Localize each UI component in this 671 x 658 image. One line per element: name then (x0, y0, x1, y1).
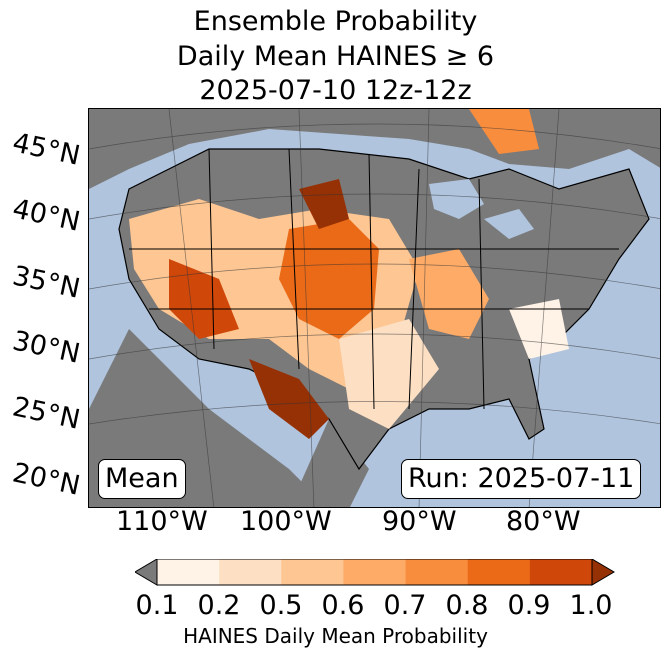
colorbar-tick-3: 0.6 (321, 590, 365, 621)
prob-area-canada (469, 109, 539, 154)
title-line-1: Ensemble Probability (193, 6, 478, 37)
map-canvas (89, 109, 660, 507)
colorbar-tick-0: 0.1 (135, 590, 179, 621)
colorbar-segment (281, 559, 344, 585)
colorbar-over-arrow (591, 559, 615, 586)
colorbar-tick-5: 0.8 (445, 590, 489, 621)
prob-area-southwest (249, 359, 329, 439)
colorbar-segment (343, 559, 407, 585)
great-lakes (429, 179, 484, 219)
lon-label-90: 90°W (382, 506, 457, 537)
state-borders (129, 148, 619, 410)
colorbar-segments (157, 559, 593, 585)
colorbar-frame (156, 559, 593, 586)
colorbar-tick-1: 0.2 (197, 590, 241, 621)
title-line-3: 2025-07-10 12z-12z (199, 75, 472, 106)
prob-area-great-basin (169, 259, 239, 339)
lat-label-25: 25°N (9, 391, 83, 436)
colorbar-segment (219, 559, 282, 585)
lon-label-100: 100°W (240, 506, 332, 537)
lat-label-35: 35°N (9, 260, 83, 305)
mexico-east-landmass (289, 419, 369, 507)
colorbar-segment (529, 559, 593, 585)
colorbar (135, 559, 615, 586)
lon-label-110: 110°W (116, 506, 208, 537)
lat-label-45: 45°N (9, 127, 83, 172)
prob-area-midwest (409, 249, 489, 339)
lat-label-40: 40°N (9, 193, 83, 238)
colorbar-tick-7: 1.0 (569, 590, 613, 621)
colorbar-tick-2: 0.5 (259, 590, 303, 621)
colorbar-under-arrow (135, 559, 158, 586)
mean-label-box: Mean (98, 459, 186, 499)
colorbar-segment (157, 559, 220, 585)
colorbar-tick-6: 0.9 (507, 590, 551, 621)
map-panel (88, 108, 661, 508)
lat-label-20: 20°N (9, 457, 83, 502)
lon-label-80: 80°W (506, 506, 581, 537)
colorbar-segment (405, 559, 469, 585)
run-label-box: Run: 2025-07-11 (401, 459, 642, 499)
lake-erie-ontario (484, 209, 534, 239)
colorbar-tick-4: 0.7 (383, 590, 427, 621)
prob-area-plains-north (299, 179, 349, 229)
colorbar-label: HAINES Daily Mean Probability (183, 624, 488, 648)
lat-label-30: 30°N (9, 325, 83, 370)
colorbar-segment (467, 559, 531, 585)
title-line-2: Daily Mean HAINES ≥ 6 (176, 41, 495, 72)
